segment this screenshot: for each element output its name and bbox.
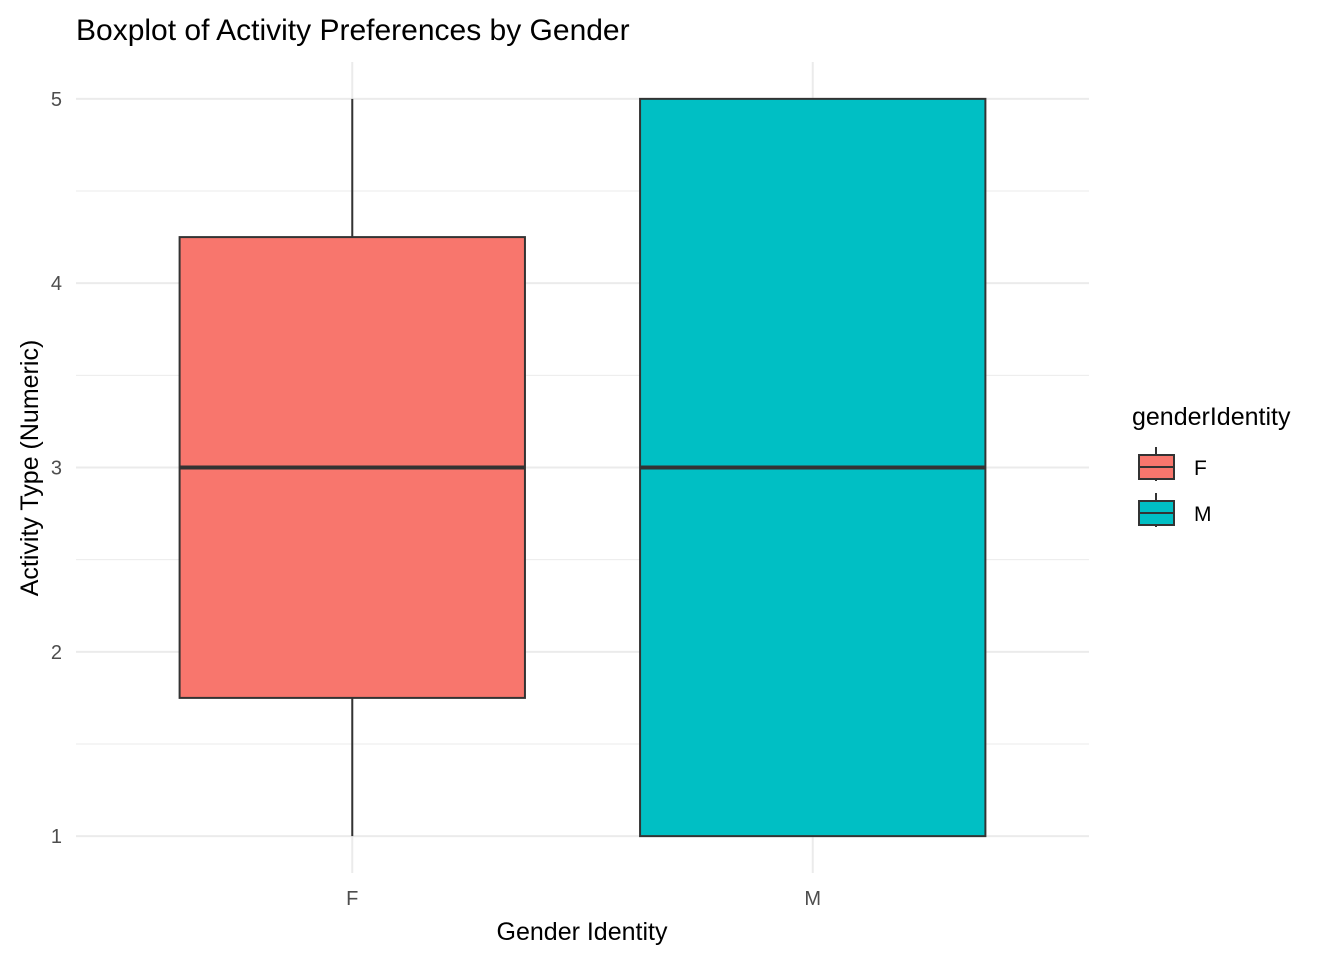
legend: genderIdentity FM [1132, 403, 1291, 527]
y-tick-label: 4 [51, 273, 62, 295]
legend-entry-M: M [1138, 493, 1212, 527]
x-axis-title: Gender Identity [497, 918, 668, 946]
box-M [639, 97, 987, 838]
legend-entry-F: F [1138, 447, 1207, 481]
y-tick-label: 2 [51, 642, 62, 664]
x-tick-label: M [804, 888, 821, 910]
y-tick-label: 1 [51, 826, 62, 848]
boxes [178, 97, 987, 838]
y-tick-label: 5 [51, 89, 62, 111]
legend-label: F [1194, 457, 1207, 480]
y-tick-label: 3 [51, 458, 62, 480]
chart-title: Boxplot of Activity Preferences by Gende… [76, 14, 630, 47]
legend-title: genderIdentity [1132, 403, 1291, 431]
box-F [178, 98, 526, 837]
x-tick-label: F [346, 888, 358, 910]
y-axis-title: Activity Type (Numeric) [16, 340, 44, 597]
legend-entries: FM [1138, 447, 1212, 527]
y-axis-ticks: 1 2 3 4 5 [51, 89, 62, 848]
legend-label: M [1194, 503, 1212, 526]
